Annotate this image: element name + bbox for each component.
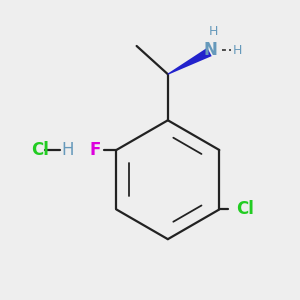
Polygon shape [168,48,212,75]
Text: F: F [89,141,101,159]
Text: N: N [204,41,218,59]
Text: Cl: Cl [236,200,254,218]
Text: H: H [232,44,242,57]
Text: Cl: Cl [31,141,49,159]
Text: H: H [61,141,74,159]
Text: H: H [208,25,218,38]
